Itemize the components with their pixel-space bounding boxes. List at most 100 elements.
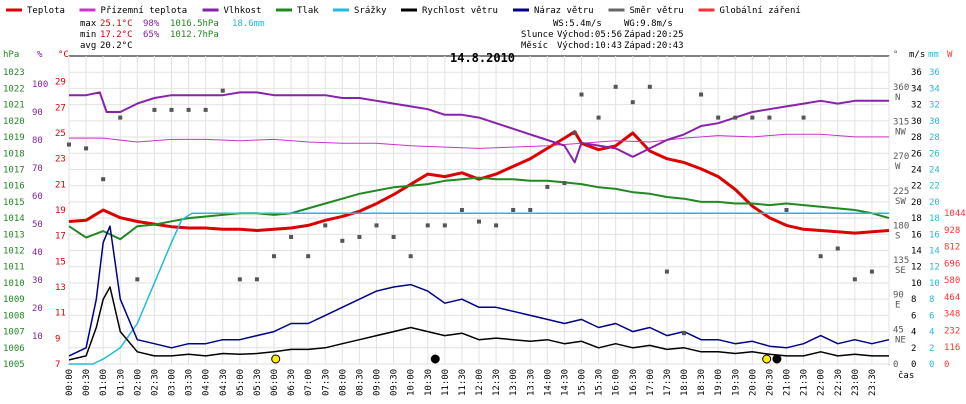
direction-compass-label: NW	[895, 127, 906, 137]
mm-tick-label: 16	[929, 230, 940, 240]
grid	[68, 55, 890, 365]
x-tick-label: 12:00	[475, 369, 485, 396]
legend: Teplota Přízemní teplota Vlhkost Tlak Srážky…	[6, 6, 801, 16]
wind-direction-point	[562, 181, 567, 186]
unit-hpa: hPa	[3, 50, 19, 60]
stats-max-hum: 98%	[143, 19, 160, 29]
x-tick-label: 23:30	[868, 369, 878, 396]
stats-avg-label: avg	[80, 41, 96, 51]
ms-tick-label: 24	[911, 165, 922, 175]
w-tick-label: 812	[944, 243, 960, 253]
c-tick-label: 29	[55, 78, 66, 88]
w-tick-label: 348	[944, 310, 960, 320]
wind-direction-point	[750, 115, 755, 120]
x-tick-label: 15:30	[595, 369, 605, 396]
wind-direction-point	[152, 107, 157, 112]
wind-direction-point	[528, 208, 533, 212]
ms-tick-label: 30	[911, 117, 922, 127]
direction-compass-label: SW	[895, 197, 906, 207]
series-line-rain_mm	[69, 212, 889, 365]
wind-direction-point	[767, 115, 772, 120]
x-tick-label: 05:00	[236, 369, 246, 396]
c-tick-label: 21	[55, 180, 66, 190]
legend-label: Teplota	[27, 6, 65, 16]
wind-direction-point	[477, 219, 481, 224]
wind-direction-point	[852, 277, 857, 282]
wind-direction-point	[613, 84, 618, 89]
x-tick-label: 20:30	[765, 369, 775, 396]
x-axis-unit: čas	[898, 370, 914, 381]
unit-mm: mm	[928, 50, 939, 60]
legend-label: Přízemní teplota	[101, 6, 188, 16]
ms-tick-label: 18	[911, 214, 922, 224]
direction-tick-label: 45	[893, 325, 904, 335]
wind-direction-point	[84, 146, 89, 151]
mm-tick-label: 22	[929, 182, 940, 192]
stats-min-press: 1012.7hPa	[170, 30, 219, 40]
pct-tick-label: 10	[32, 332, 43, 342]
x-tick-label: 04:30	[219, 369, 229, 396]
wind-speed-readout: WS:5.4m/s	[553, 19, 602, 29]
ms-tick-label: 20	[911, 198, 922, 208]
direction-compass-label: E	[895, 301, 900, 311]
series-line-humidity_pct	[69, 91, 889, 164]
x-tick-label: 14:30	[560, 369, 570, 396]
wind-direction-point	[572, 131, 577, 135]
unit-pct: %	[37, 50, 43, 60]
direction-compass-label: S	[895, 231, 900, 241]
w-tick-label: 928	[944, 226, 960, 236]
sunset-marker	[762, 354, 772, 364]
direction-compass-label: NE	[895, 335, 906, 345]
hpa-tick-label: 1023	[3, 68, 25, 78]
stats-min-label: min	[80, 30, 96, 40]
pct-tick-label: 60	[32, 192, 43, 202]
wind-direction-point	[186, 107, 191, 112]
wind-direction-point	[203, 107, 208, 112]
wind-direction-point	[135, 277, 140, 282]
hpa-tick-label: 1022	[3, 84, 25, 94]
mm-tick-label: 2	[929, 344, 934, 354]
sun-set: Západ:20:25	[624, 30, 684, 40]
hpa-tick-label: 1018	[3, 149, 25, 159]
mm-tick-label: 24	[929, 165, 940, 175]
right-axes: 360N315NW270W225SW180S135SE90E45NE036343…	[893, 68, 966, 370]
stats-max-rain: 18.6mm	[232, 19, 265, 29]
x-tick-label: 10:30	[424, 369, 434, 396]
x-tick-label: 18:30	[697, 369, 707, 396]
unit-ms: m/s	[909, 50, 925, 60]
pct-tick-label: 80	[32, 136, 43, 146]
ms-tick-label: 34	[911, 84, 922, 94]
ms-tick-label: 26	[911, 149, 922, 159]
direction-tick-label: 315	[893, 117, 909, 127]
w-tick-label: 1044	[944, 209, 966, 219]
series-line-temperature_c	[69, 133, 889, 149]
wind-direction-point	[237, 277, 242, 282]
pct-tick-label: 20	[32, 304, 43, 314]
x-tick-label: 20:00	[748, 369, 758, 396]
mm-tick-label: 20	[929, 198, 940, 208]
direction-tick-label: 225	[893, 187, 909, 197]
hpa-tick-label: 1014	[3, 214, 25, 224]
moon-set: Západ:20:43	[624, 41, 684, 51]
x-tick-label: 21:00	[783, 369, 793, 396]
hpa-tick-label: 1010	[3, 279, 25, 289]
wind-direction-point	[596, 115, 601, 120]
c-tick-label: 9	[55, 334, 60, 344]
x-tick-label: 16:30	[629, 369, 639, 396]
legend-label: Směr větru	[630, 6, 684, 16]
series-layer	[68, 91, 890, 365]
hpa-tick-label: 1009	[3, 295, 25, 305]
mm-tick-label: 8	[929, 295, 934, 305]
stats-max-label: max	[80, 19, 97, 29]
w-tick-label: 116	[944, 343, 960, 353]
unit-w: W	[947, 50, 953, 60]
pct-tick-label: 50	[32, 220, 43, 230]
wind-direction-point	[340, 238, 345, 243]
hpa-tick-label: 1021	[3, 101, 25, 111]
ms-tick-label: 28	[911, 133, 922, 143]
stats-max-temp: 25.1°C	[100, 19, 133, 29]
sunrise-marker	[271, 354, 281, 364]
legend-label: Vlhkost	[224, 6, 262, 16]
x-tick-label: 14:00	[543, 369, 553, 396]
